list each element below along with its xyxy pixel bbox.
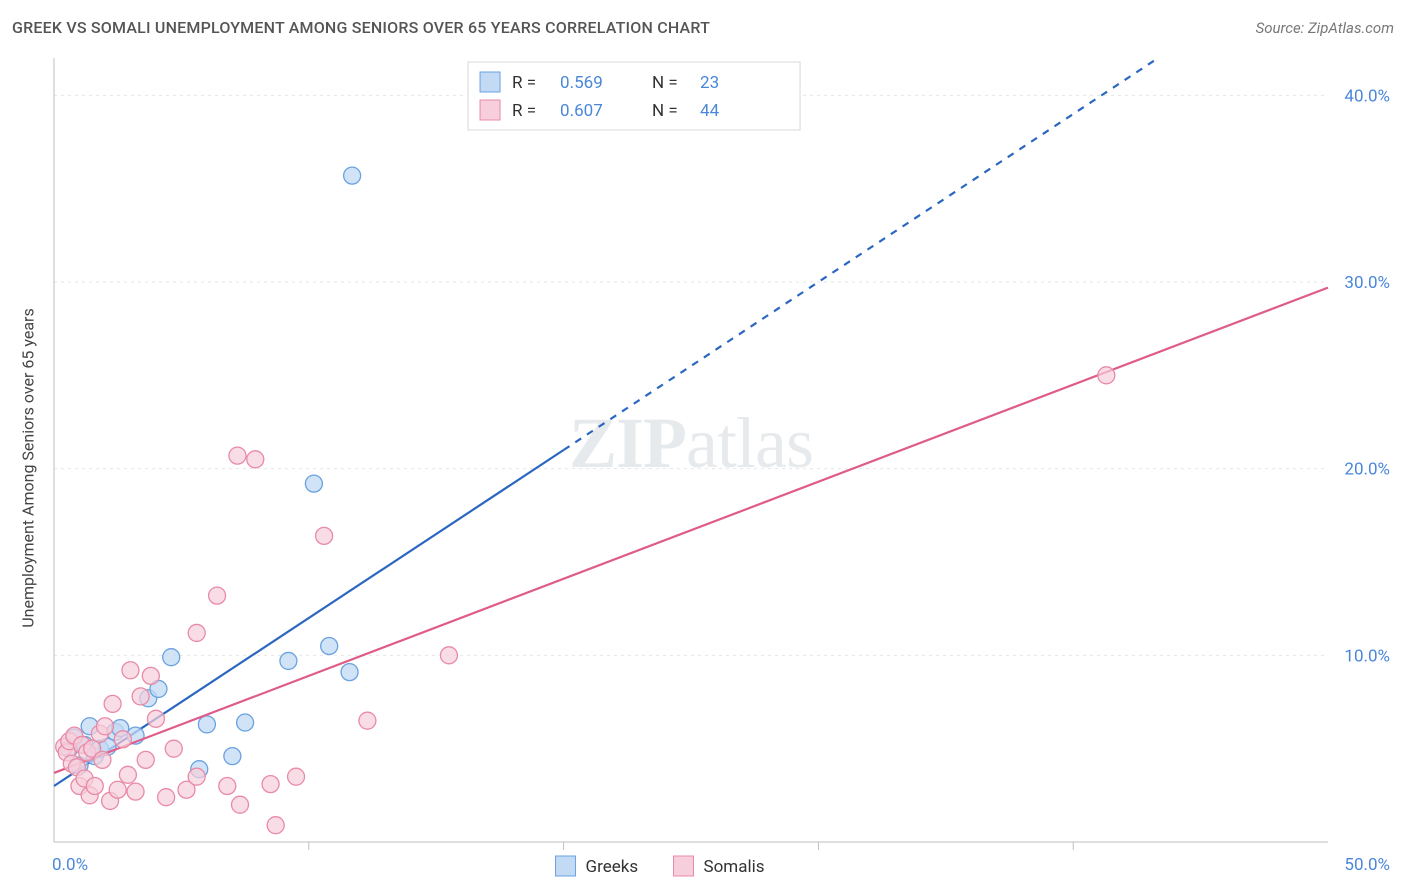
plot-area: Unemployment Among Seniors over 65 years… (12, 52, 1398, 884)
svg-text:50.0%: 50.0% (1344, 855, 1390, 875)
source-label: Source: ZipAtlas.com (1256, 19, 1394, 37)
svg-text:10.0%: 10.0% (1344, 646, 1390, 666)
chart-title: GREEK VS SOMALI UNEMPLOYMENT AMONG SENIO… (12, 18, 710, 37)
svg-text:R =: R = (512, 101, 536, 121)
svg-text:Greeks: Greeks (586, 857, 639, 877)
svg-text:0.0%: 0.0% (52, 855, 88, 875)
svg-text:30.0%: 30.0% (1344, 273, 1390, 293)
svg-text:ZIPatlas: ZIPatlas (569, 403, 813, 483)
svg-text:0.607: 0.607 (560, 101, 603, 121)
svg-text:23: 23 (700, 73, 719, 93)
svg-text:N =: N = (652, 101, 678, 121)
y-axis-label: Unemployment Among Seniors over 65 years (19, 308, 38, 627)
svg-text:R =: R = (512, 73, 536, 93)
svg-text:Somalis: Somalis (704, 857, 765, 877)
svg-text:44: 44 (700, 101, 720, 121)
svg-text:20.0%: 20.0% (1344, 460, 1390, 480)
svg-text:N =: N = (652, 73, 678, 93)
svg-text:0.569: 0.569 (560, 73, 603, 93)
chart-header: GREEK VS SOMALI UNEMPLOYMENT AMONG SENIO… (12, 18, 1394, 37)
scatter-chart: ZIPatlas 10.0% 20.0% 30.0% 40.0% 0.0% 50.0% R =… (12, 52, 1398, 884)
svg-text:40.0%: 40.0% (1344, 86, 1390, 106)
